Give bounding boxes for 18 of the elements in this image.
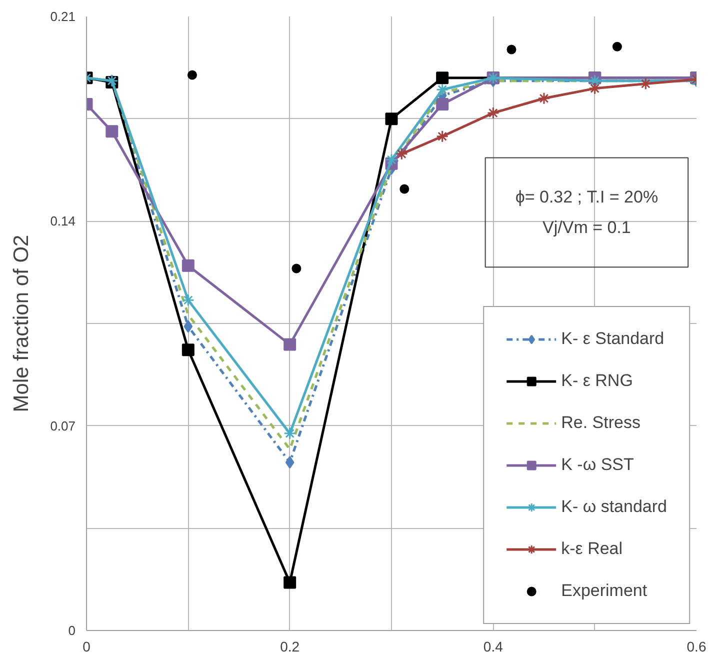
legend-label: K- ε Standard [561, 329, 664, 349]
legend-label: Re. Stress [561, 413, 640, 433]
legend-label: K- ω standard [561, 497, 667, 517]
y-tick-label: 0 [68, 623, 76, 638]
x-tick-label: 0 [82, 638, 91, 654]
x-tick-label: 0.4 [483, 638, 504, 654]
y-tick-label: 0.14 [50, 214, 76, 229]
legend-label: K -ω SST [561, 455, 634, 475]
legend-label: k-ε Real [561, 539, 623, 559]
x-tick-label: 0.6 [686, 638, 706, 654]
x-tick-label: 0.2 [280, 638, 300, 654]
annotation: Vj/Vm = 0.1 [542, 218, 631, 238]
y-tick-label: 0.21 [50, 9, 76, 24]
legend-label: Experiment [561, 581, 648, 601]
y-tick-label: 0.07 [50, 418, 76, 434]
annotation: ϕ= 0.32 ; T.I = 20% [515, 188, 658, 207]
legend-label: K- ε RNG [561, 371, 633, 391]
y-axis-title: Mole fraction of O2 [10, 234, 34, 412]
